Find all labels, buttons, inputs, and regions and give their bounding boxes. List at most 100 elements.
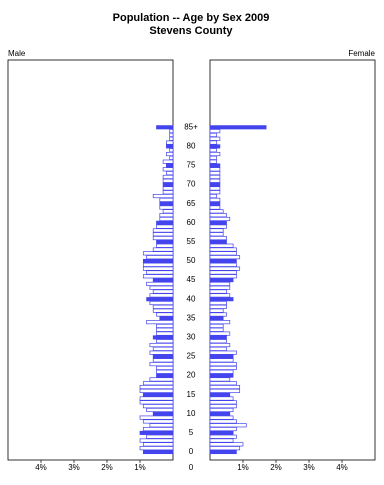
- male-bar: [159, 197, 174, 202]
- male-bar: [152, 358, 174, 363]
- male-bar: [152, 304, 174, 309]
- male-bar: [156, 239, 174, 244]
- age-label: 55: [187, 237, 196, 246]
- female-bar: [209, 404, 237, 409]
- female-bar: [209, 247, 237, 252]
- female-bar: [209, 201, 221, 206]
- male-bar: [152, 308, 174, 313]
- female-bar: [209, 167, 221, 172]
- male-bar: [142, 419, 174, 424]
- female-bar: [209, 442, 244, 447]
- male-bar: [162, 159, 174, 164]
- legend-female: Female: [348, 49, 375, 58]
- female-bar: [209, 400, 237, 405]
- female-bar: [209, 377, 231, 382]
- age-label: 85+: [184, 122, 198, 131]
- male-bar: [149, 300, 174, 306]
- male-bar: [139, 446, 174, 451]
- x-tick-label: 0: [189, 463, 194, 472]
- male-bar: [152, 335, 174, 340]
- female-bar: [209, 125, 267, 130]
- male-bar: [146, 297, 174, 302]
- female-bar: [209, 300, 227, 306]
- age-label: 80: [187, 142, 196, 151]
- male-bar: [156, 243, 174, 248]
- female-bar: [209, 144, 221, 149]
- female-bar: [209, 216, 231, 222]
- female-bar: [209, 381, 237, 386]
- female-bar: [209, 354, 234, 359]
- male-bar: [156, 339, 174, 344]
- age-label: 60: [187, 218, 196, 227]
- male-bar: [156, 125, 174, 130]
- female-bar: [209, 258, 237, 264]
- female-bar: [209, 281, 231, 286]
- male-bar: [152, 232, 174, 237]
- female-bar: [209, 419, 237, 424]
- female-bar: [209, 236, 227, 241]
- male-bar: [139, 438, 174, 443]
- female-bar: [209, 213, 227, 218]
- male-bar: [152, 289, 174, 294]
- female-bar: [209, 385, 241, 390]
- male-bar: [169, 155, 174, 160]
- female-bar: [209, 232, 224, 237]
- female-bar: [209, 327, 224, 332]
- male-bar: [142, 449, 174, 455]
- male-bar: [162, 209, 174, 214]
- x-tick-label: 1%: [237, 463, 249, 472]
- male-bar: [149, 362, 174, 367]
- female-bar: [209, 316, 224, 321]
- male-bar: [142, 442, 174, 447]
- age-label: 5: [189, 428, 194, 437]
- female-bar: [209, 224, 227, 229]
- female-bar: [209, 140, 217, 145]
- female-bar: [209, 335, 227, 340]
- male-bar: [146, 255, 174, 260]
- female-bar: [209, 449, 237, 455]
- chart-subtitle: Stevens County: [149, 25, 233, 37]
- male-bar: [149, 423, 174, 428]
- male-bar: [169, 129, 174, 134]
- male-bar: [142, 258, 174, 264]
- female-bar: [209, 358, 234, 363]
- female-bar: [209, 220, 227, 225]
- female-bar: [209, 350, 237, 355]
- male-bar: [156, 373, 174, 378]
- male-bar: [139, 400, 174, 405]
- male-bar: [142, 381, 174, 386]
- age-label: 20: [187, 371, 196, 380]
- female-bar: [209, 251, 237, 256]
- male-bar: [156, 365, 174, 371]
- female-bar: [209, 194, 217, 199]
- female-bar: [209, 270, 237, 275]
- age-label: 45: [187, 275, 196, 284]
- male-bar: [156, 327, 174, 332]
- female-bar: [209, 415, 234, 420]
- age-label: 30: [187, 333, 196, 342]
- age-label: 35: [187, 313, 196, 322]
- male-bar: [149, 293, 174, 298]
- female-bar: [209, 239, 227, 244]
- female-bar: [209, 278, 234, 283]
- female-bar: [209, 407, 234, 413]
- age-label: 70: [187, 180, 196, 189]
- female-bar: [209, 423, 247, 428]
- age-label: 10: [187, 409, 196, 418]
- female-bar: [209, 323, 224, 328]
- age-label: 65: [187, 199, 196, 208]
- female-bar: [209, 190, 221, 195]
- x-tick-label: 2%: [101, 463, 113, 472]
- female-bar: [209, 262, 237, 267]
- male-bar: [139, 430, 174, 435]
- female-bar: [209, 178, 221, 183]
- male-bar: [152, 236, 174, 241]
- female-bar: [209, 163, 221, 168]
- male-bar: [139, 396, 174, 401]
- male-bar: [152, 278, 174, 283]
- male-bar: [139, 415, 174, 420]
- male-bar: [146, 281, 174, 286]
- female-bar: [209, 132, 217, 137]
- male-bar: [152, 228, 174, 233]
- male-bar: [159, 216, 174, 222]
